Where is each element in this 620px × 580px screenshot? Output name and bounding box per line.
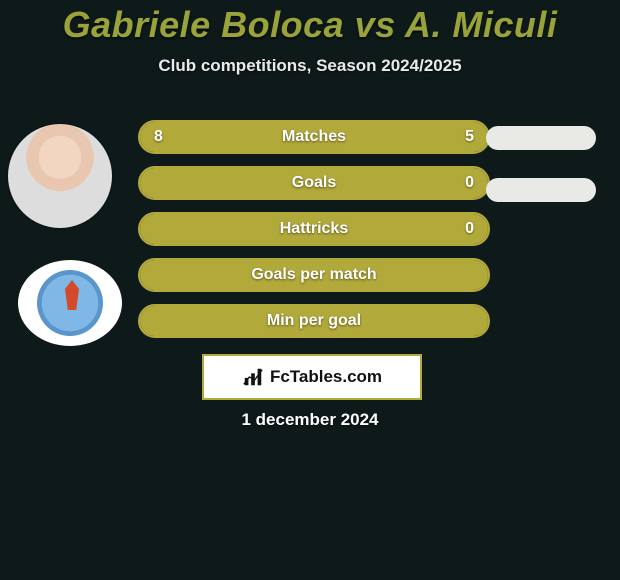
page-title: Gabriele Boloca vs A. Miculi <box>0 0 620 46</box>
stat-row: Goals per match <box>138 258 490 292</box>
stat-label: Min per goal <box>267 312 361 330</box>
date-text: 1 december 2024 <box>0 410 620 430</box>
stat-right-value: 0 <box>465 174 474 192</box>
bar-chart-icon <box>242 366 264 388</box>
stat-row: 8 Matches 5 <box>138 120 490 154</box>
side-pill <box>486 126 596 150</box>
stat-row: Goals 0 <box>138 166 490 200</box>
subtitle: Club competitions, Season 2024/2025 <box>0 56 620 76</box>
stat-rows: 8 Matches 5 Goals 0 Hattricks 0 Goals per match… <box>138 120 490 350</box>
stat-row: Min per goal <box>138 304 490 338</box>
stat-left-value: 8 <box>154 128 163 146</box>
fctables-logo[interactable]: FcTables.com <box>202 354 422 400</box>
stat-label: Goals per match <box>251 266 376 284</box>
stat-label: Matches <box>282 128 346 146</box>
logo-text: FcTables.com <box>270 367 382 387</box>
club-avatar <box>18 260 122 346</box>
player-avatar <box>8 124 112 228</box>
club-logo-icon <box>37 270 103 336</box>
stat-row: Hattricks 0 <box>138 212 490 246</box>
stat-right-value: 0 <box>465 220 474 238</box>
comparison-card: Gabriele Boloca vs A. Miculi Club compet… <box>0 0 620 580</box>
stat-label: Goals <box>292 174 336 192</box>
stat-label: Hattricks <box>280 220 348 238</box>
stat-right-value: 5 <box>465 128 474 146</box>
side-pill <box>486 178 596 202</box>
